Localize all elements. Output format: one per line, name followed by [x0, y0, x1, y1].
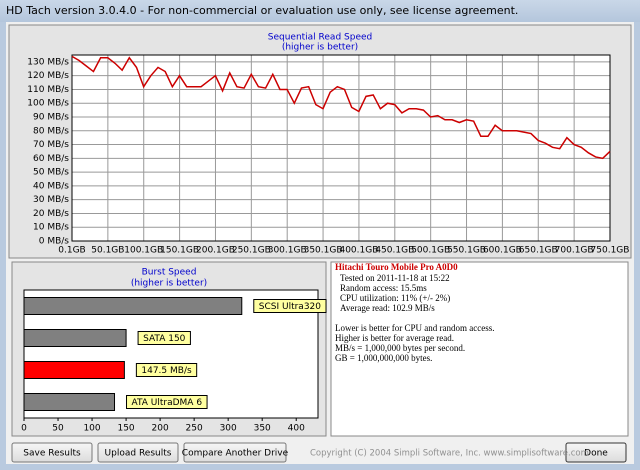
- bar: [23, 329, 127, 347]
- y-tick-label: 50 MB/s: [33, 168, 69, 178]
- x-tick-label: 300.1GB: [268, 246, 307, 256]
- bar: [23, 297, 243, 315]
- note: Higher is better for average read.: [335, 333, 454, 343]
- drive-detail: Tested on 2011-11-18 at 15:22: [340, 273, 450, 283]
- x-tick-label: 250.1GB: [232, 246, 271, 256]
- button[interactable]: [565, 442, 627, 463]
- x-tick-label: 200: [152, 424, 169, 434]
- button[interactable]: [97, 442, 179, 463]
- bar: [23, 361, 125, 379]
- x-tick-label: 200.1GB: [196, 246, 235, 256]
- x-tick-label: 750.1GB: [591, 246, 630, 256]
- x-tick-label: 50: [52, 424, 64, 434]
- note: Lower is better for CPU and random acces…: [335, 323, 494, 333]
- plot-frame: [71, 54, 611, 242]
- chart-subtitle: (higher is better): [131, 279, 207, 289]
- drive-detail: CPU utilization: 11% (+/- 2%): [340, 293, 450, 303]
- y-tick-label: 130 MB/s: [27, 57, 69, 67]
- y-tick-label: 40 MB/s: [33, 181, 69, 191]
- y-tick-label: 80 MB/s: [33, 126, 69, 136]
- x-tick-label: 100.1GB: [124, 246, 163, 256]
- button-label[interactable]: Compare Another Drive: [182, 449, 289, 459]
- x-tick-label: 300: [220, 424, 237, 434]
- chart-subtitle: (higher is better): [282, 43, 358, 53]
- x-tick-label: 150.1GB: [160, 246, 199, 256]
- y-tick-label: 120 MB/s: [27, 71, 69, 81]
- y-tick-label: 10 MB/s: [33, 223, 69, 233]
- bar-label-box: [253, 299, 327, 313]
- x-tick-label: 600.1GB: [483, 246, 522, 256]
- y-tick-label: 110 MB/s: [27, 85, 69, 95]
- chart-title: Sequential Read Speed: [268, 33, 373, 43]
- drive-detail: Average read: 102.9 MB/s: [340, 303, 435, 313]
- y-tick-label: 70 MB/s: [33, 140, 69, 150]
- bar-label-box: [126, 395, 208, 409]
- y-tick-label: 100 MB/s: [27, 99, 69, 109]
- bar: [23, 393, 116, 411]
- note: MB/s = 1,000,000 bytes per second.: [335, 343, 465, 353]
- bar-label: ATA UltraDMA 6: [132, 398, 203, 408]
- y-tick-label: 0 MB/s: [39, 237, 70, 247]
- x-tick-label: 500.1GB: [411, 246, 450, 256]
- x-tick-label: 0: [21, 424, 27, 434]
- copyright: Copyright (C) 2004 Simpli Software, Inc.…: [310, 449, 589, 459]
- x-tick-label: 450.1GB: [375, 246, 414, 256]
- x-tick-label: 250: [186, 424, 203, 434]
- note: GB = 1,000,000,000 bytes.: [335, 353, 432, 363]
- drive-name: Hitachi Touro Mobile Pro A0D0: [335, 262, 458, 272]
- title-bar: [0, 0, 640, 22]
- y-tick-label: 20 MB/s: [33, 209, 69, 219]
- x-tick-label: 650.1GB: [519, 246, 558, 256]
- y-tick-label: 90 MB/s: [33, 113, 69, 123]
- x-tick-label: 150: [117, 424, 134, 434]
- button[interactable]: [11, 442, 93, 463]
- y-tick-label: 30 MB/s: [33, 195, 69, 205]
- info-panel: [330, 261, 629, 437]
- button-label[interactable]: Upload Results: [105, 449, 172, 459]
- button-label[interactable]: Done: [584, 449, 608, 459]
- x-tick-label: 50.1GB: [91, 246, 124, 256]
- button[interactable]: [183, 442, 287, 463]
- x-tick-label: 400: [288, 424, 305, 434]
- x-tick-label: 100: [83, 424, 100, 434]
- x-tick-label: 400.1GB: [339, 246, 378, 256]
- x-tick-label: 550.1GB: [447, 246, 486, 256]
- x-tick-label: 350: [254, 424, 271, 434]
- y-tick-label: 60 MB/s: [33, 154, 69, 164]
- read-speed-line: [71, 55, 611, 160]
- x-tick-label: 0.1GB: [58, 246, 85, 256]
- bar-label: 147.5 MB/s: [141, 366, 192, 376]
- bar-label: SCSI Ultra320: [259, 302, 322, 312]
- chart-title: Burst Speed: [142, 268, 197, 278]
- button-label[interactable]: Save Results: [23, 449, 81, 459]
- bar-label: SATA 150: [143, 334, 186, 344]
- bar-label-box: [135, 363, 198, 377]
- window-title: HD Tach version 3.0.4.0 - For non-commer…: [6, 4, 518, 17]
- bar-label-box: [137, 331, 191, 345]
- x-tick-label: 350.1GB: [304, 246, 343, 256]
- drive-detail: Random access: 15.5ms: [340, 283, 427, 293]
- x-tick-label: 700.1GB: [555, 246, 594, 256]
